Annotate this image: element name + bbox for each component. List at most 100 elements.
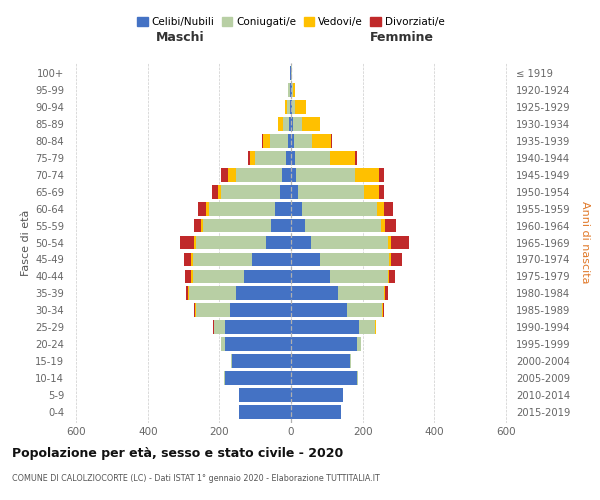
Bar (263, 134, 270, 147)
Bar (255, 150, 286, 164)
Bar (180, 236, 194, 250)
Bar (382, 304, 383, 318)
Bar (384, 286, 385, 300)
Bar (194, 236, 196, 250)
Bar (291, 184, 298, 198)
Bar (389, 270, 395, 283)
Bar (239, 388, 291, 402)
Bar (230, 304, 291, 318)
Bar (302, 202, 377, 215)
Bar (294, 134, 312, 147)
Bar (285, 100, 287, 114)
Bar (291, 304, 347, 318)
Bar (270, 134, 288, 147)
Text: Femmine: Femmine (370, 31, 434, 44)
Bar (221, 168, 229, 181)
Bar (191, 252, 193, 266)
Bar (189, 286, 235, 300)
Bar (186, 286, 188, 300)
Bar (320, 252, 389, 266)
Bar (291, 270, 331, 283)
Bar (291, 372, 357, 386)
Bar (288, 134, 291, 147)
Text: COMUNE DI CALOLZIOCORTE (LC) - Dati ISTAT 1° gennaio 2020 - Elaborazione TUTTITA: COMUNE DI CALOLZIOCORTE (LC) - Dati ISTA… (12, 474, 380, 483)
Bar (295, 100, 305, 114)
Bar (235, 168, 282, 181)
Bar (225, 320, 291, 334)
Bar (275, 202, 291, 215)
Bar (280, 184, 291, 198)
Bar (291, 116, 293, 130)
Bar (248, 150, 250, 164)
Bar (291, 406, 341, 419)
Bar (338, 286, 384, 300)
Bar (290, 66, 291, 80)
Bar (295, 150, 331, 164)
Bar (283, 116, 289, 130)
Bar (290, 100, 291, 114)
Bar (291, 150, 295, 164)
Bar (291, 252, 320, 266)
Bar (385, 286, 388, 300)
Bar (251, 252, 291, 266)
Bar (194, 304, 196, 318)
Bar (355, 150, 357, 164)
Bar (291, 354, 350, 368)
Bar (389, 252, 391, 266)
Bar (302, 116, 320, 130)
Bar (293, 82, 295, 96)
Bar (291, 338, 357, 351)
Bar (239, 406, 291, 419)
Bar (193, 270, 244, 283)
Legend: Celibi/Nubili, Coniugati/e, Vedovi/e, Divorziati/e: Celibi/Nubili, Coniugati/e, Vedovi/e, Di… (137, 18, 445, 28)
Bar (282, 168, 291, 181)
Bar (184, 252, 191, 266)
Bar (202, 218, 203, 232)
Bar (262, 134, 263, 147)
Bar (194, 218, 202, 232)
Bar (359, 320, 375, 334)
Bar (206, 202, 209, 215)
Bar (312, 134, 331, 147)
Bar (213, 320, 214, 334)
Bar (185, 270, 191, 283)
Bar (383, 304, 384, 318)
Y-axis label: Anni di nascita: Anni di nascita (580, 201, 590, 284)
Bar (291, 218, 305, 232)
Bar (278, 116, 283, 130)
Bar (331, 270, 388, 283)
Bar (293, 116, 302, 130)
Bar (292, 100, 295, 114)
Bar (291, 202, 302, 215)
Text: Popolazione per età, sesso e stato civile - 2020: Popolazione per età, sesso e stato civil… (12, 448, 343, 460)
Bar (287, 100, 290, 114)
Bar (388, 270, 389, 283)
Bar (296, 168, 355, 181)
Bar (311, 236, 388, 250)
Text: Maschi: Maschi (155, 31, 205, 44)
Bar (331, 134, 332, 147)
Bar (198, 202, 206, 215)
Y-axis label: Fasce di età: Fasce di età (21, 210, 31, 276)
Bar (291, 236, 311, 250)
Bar (244, 270, 291, 283)
Bar (250, 150, 255, 164)
Bar (377, 202, 384, 215)
Bar (379, 184, 384, 198)
Bar (291, 134, 294, 147)
Bar (271, 218, 291, 232)
Bar (231, 354, 232, 368)
Bar (289, 116, 291, 130)
Bar (203, 218, 271, 232)
Bar (384, 202, 393, 215)
Bar (391, 236, 409, 250)
Bar (347, 304, 382, 318)
Bar (298, 184, 364, 198)
Bar (305, 218, 380, 232)
Bar (391, 252, 402, 266)
Bar (188, 286, 189, 300)
Bar (196, 236, 266, 250)
Bar (193, 252, 251, 266)
Bar (385, 218, 395, 232)
Bar (191, 270, 193, 283)
